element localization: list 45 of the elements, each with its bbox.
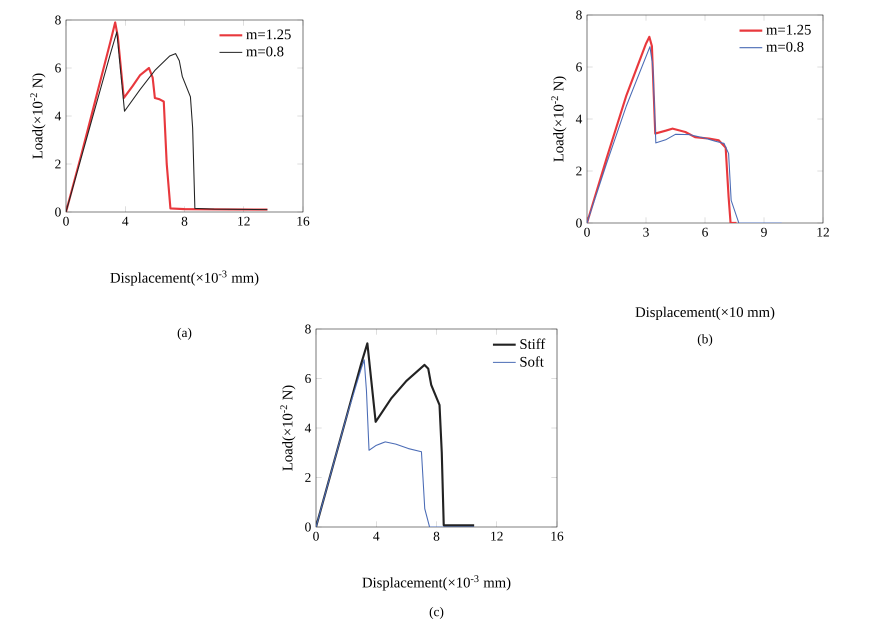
y-tick-label: 0 <box>305 522 311 532</box>
text: (c) <box>430 606 444 619</box>
legend-label: m=1.25 <box>246 29 291 40</box>
y-axis-title: Load(×10$^{-2}$ N) <box>30 73 46 159</box>
y-tick-label: 0 <box>55 208 61 216</box>
y-tick-label: 2 <box>576 166 582 176</box>
y-tick-label: 2 <box>305 473 311 482</box>
legend-label: m=0.8 <box>246 46 284 56</box>
legend-label: Stiff <box>520 338 546 350</box>
x-tick-label: 3 <box>643 228 649 237</box>
legend-label: m=0.8 <box>766 42 804 52</box>
line-series <box>587 36 738 223</box>
y-tick-label: 8 <box>55 16 61 24</box>
x-tick-label: 0 <box>584 228 590 237</box>
y-tick-label: 4 <box>54 112 62 120</box>
y-tick-label: 8 <box>305 324 311 334</box>
x-tick-label: 12 <box>491 532 503 541</box>
legend-label: m=1.25 <box>766 24 811 35</box>
y-axis-title: Load(×10$^{-2}$ N) <box>551 76 566 162</box>
x-tick-label: 6 <box>702 228 708 237</box>
y-tick-label: 2 <box>55 160 61 168</box>
x-axis-title: Displacement(×10 mm) <box>636 306 774 320</box>
x-tick-label: 4 <box>122 216 128 226</box>
x-tick-label: 16 <box>298 216 310 226</box>
x-axis-title: Displacement(×10$^{-3}$ mm) <box>362 575 510 590</box>
legend-label: Soft <box>520 356 544 367</box>
y-tick-label: 8 <box>576 10 582 20</box>
x-tick-label: 9 <box>761 228 767 237</box>
y-axis-title: Load(×10$^{-2}$ N) <box>280 385 296 471</box>
text: (b) <box>698 334 712 346</box>
y-tick-label: 6 <box>576 62 582 72</box>
x-tick-label: 16 <box>552 532 564 541</box>
x-tick-label: 12 <box>818 228 829 237</box>
x-axis-title: Displacement(×10$^{-3}$ mm) <box>110 270 258 286</box>
y-tick-label: 4 <box>576 114 582 124</box>
y-tick-label: 6 <box>305 374 311 383</box>
x-tick-label: 4 <box>373 532 380 540</box>
text: (a) <box>178 328 192 340</box>
x-tick-label: 0 <box>63 216 69 226</box>
x-tick-label: 8 <box>182 216 188 226</box>
x-tick-label: 0 <box>313 532 319 541</box>
y-tick-label: 4 <box>304 424 312 432</box>
x-tick-label: 12 <box>238 216 250 226</box>
y-tick-label: 6 <box>55 64 61 72</box>
x-tick-label: 8 <box>434 532 440 541</box>
